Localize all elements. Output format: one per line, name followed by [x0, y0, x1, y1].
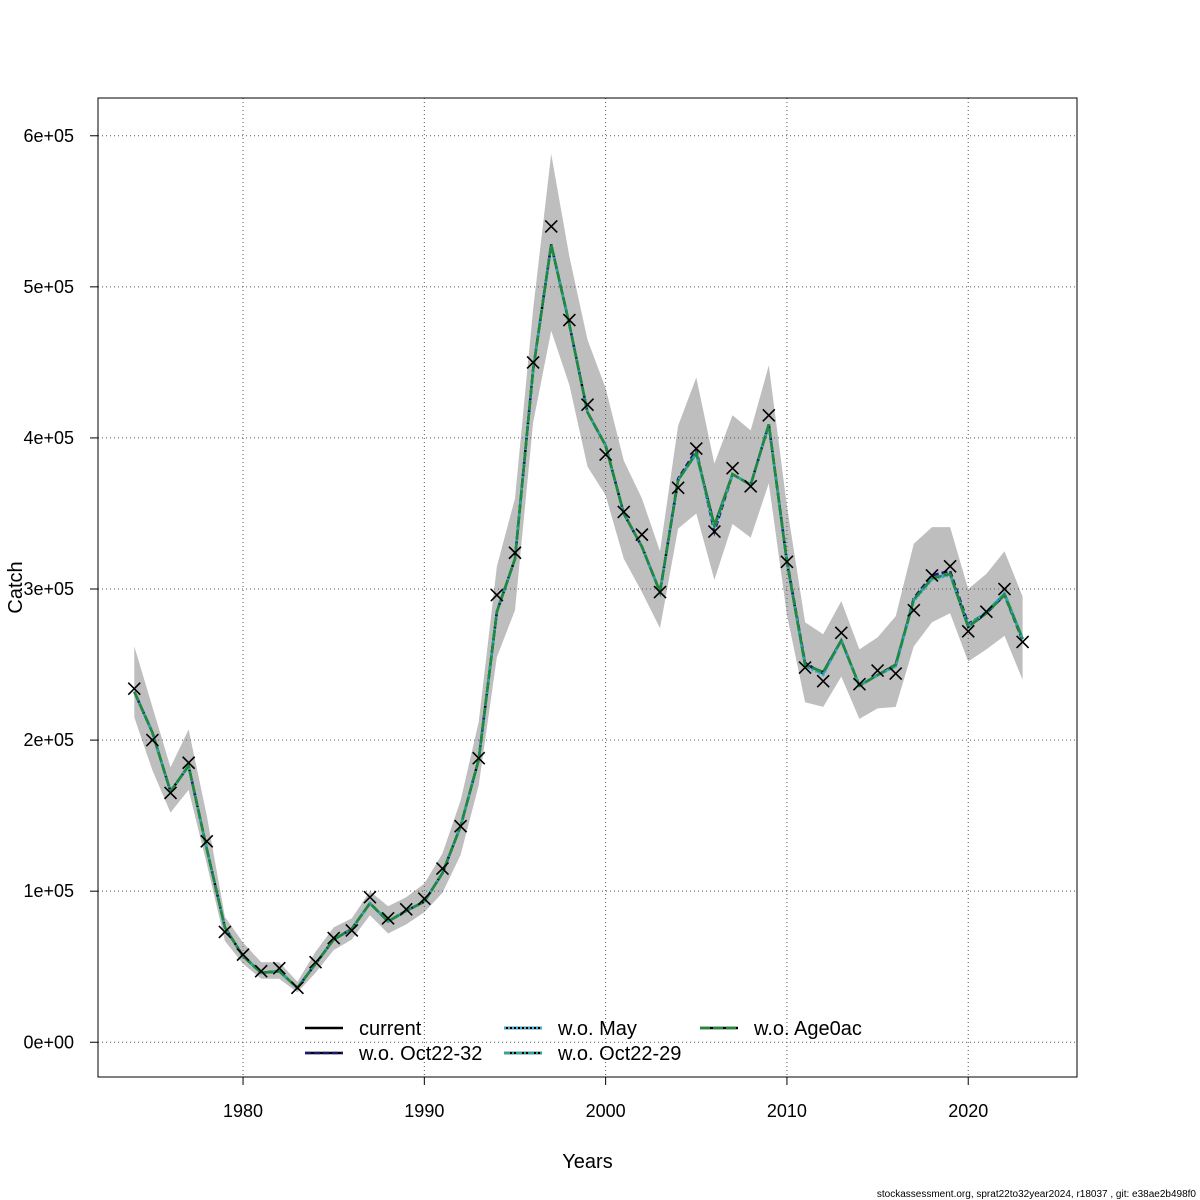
x-tick-label: 2020 — [948, 1101, 988, 1121]
y-tick-label: 5e+05 — [23, 277, 74, 297]
observed-point — [472, 751, 486, 765]
observed-point — [925, 568, 939, 582]
legend-label: w.o. Age0ac — [753, 1018, 862, 1040]
observed-point — [454, 819, 468, 833]
observed-point — [943, 559, 957, 573]
observed-point — [490, 588, 504, 602]
observed-point — [617, 505, 631, 519]
observed-point — [435, 861, 450, 876]
observed-point — [635, 528, 649, 542]
observed-point — [236, 948, 250, 962]
observed-point — [163, 786, 178, 800]
observed-point — [707, 525, 721, 539]
observed-point — [889, 667, 903, 681]
x-tick-label: 2000 — [586, 1101, 626, 1121]
legend: current w.o. Oct22-32 w.o. May w.o. Oct22-2… — [305, 1018, 862, 1065]
observed-point — [653, 585, 667, 599]
observed-point — [871, 664, 885, 678]
series-layer — [133, 244, 1024, 990]
confidence-band — [134, 153, 1023, 993]
observed-points-layer — [127, 219, 1030, 995]
observed-point — [671, 481, 685, 495]
observed-point — [997, 582, 1012, 596]
observed-point — [689, 441, 703, 456]
x-axis-title: Years — [562, 1151, 612, 1173]
y-axis-title: Catch — [5, 561, 27, 613]
legend-label: w.o. May — [557, 1018, 637, 1040]
observed-point — [580, 398, 595, 412]
observed-point — [979, 605, 993, 619]
observed-point — [834, 626, 848, 640]
observed-point — [907, 603, 921, 617]
observed-point — [218, 925, 232, 939]
observed-point — [852, 677, 867, 691]
observed-point — [599, 447, 613, 462]
observed-point — [526, 355, 540, 369]
observed-point — [381, 911, 395, 925]
axes-layer: 1980 1990 2000 2010 2020 0e+00 1e+05 2e+05 3e+05… — [23, 126, 988, 1121]
observed-point — [127, 682, 141, 696]
observed-point — [508, 546, 522, 560]
observed-point — [762, 408, 776, 422]
observed-point — [182, 756, 196, 770]
observed-point — [725, 461, 740, 475]
observed-point — [145, 733, 159, 747]
observed-point — [363, 890, 377, 904]
x-tick-label: 1980 — [223, 1101, 263, 1121]
x-tick-label: 2010 — [767, 1101, 807, 1121]
observed-point — [961, 624, 975, 638]
observed-point — [290, 981, 304, 995]
observed-point — [798, 661, 812, 675]
observed-point — [816, 674, 830, 688]
legend-label: w.o. Oct22-29 — [557, 1043, 681, 1065]
observed-point — [308, 955, 323, 969]
observed-point — [272, 961, 286, 975]
observed-point — [417, 892, 431, 906]
y-tick-label: 4e+05 — [23, 428, 74, 448]
y-tick-label: 3e+05 — [23, 579, 74, 599]
series-line — [133, 244, 1024, 990]
observed-point — [327, 931, 341, 945]
y-tick-label: 2e+05 — [23, 730, 74, 750]
observed-point — [254, 964, 268, 978]
y-tick-label: 6e+05 — [23, 126, 74, 146]
confidence-band-layer — [134, 153, 1023, 993]
observed-point — [562, 313, 576, 327]
observed-point — [345, 923, 359, 938]
x-tick-label: 1990 — [404, 1101, 444, 1121]
y-tick-label: 1e+05 — [23, 881, 74, 901]
footer-text: stockassessment.org, sprat22to32year2024… — [877, 1189, 1197, 1200]
legend-label: current — [359, 1018, 422, 1040]
observed-point — [1016, 635, 1030, 649]
observed-point — [780, 555, 794, 569]
observed-point — [200, 834, 214, 848]
legend-label: w.o. Oct22-32 — [358, 1043, 482, 1065]
observed-point — [544, 219, 558, 233]
observed-point — [399, 902, 413, 916]
y-tick-label: 0e+00 — [23, 1032, 74, 1052]
observed-point — [744, 479, 758, 493]
